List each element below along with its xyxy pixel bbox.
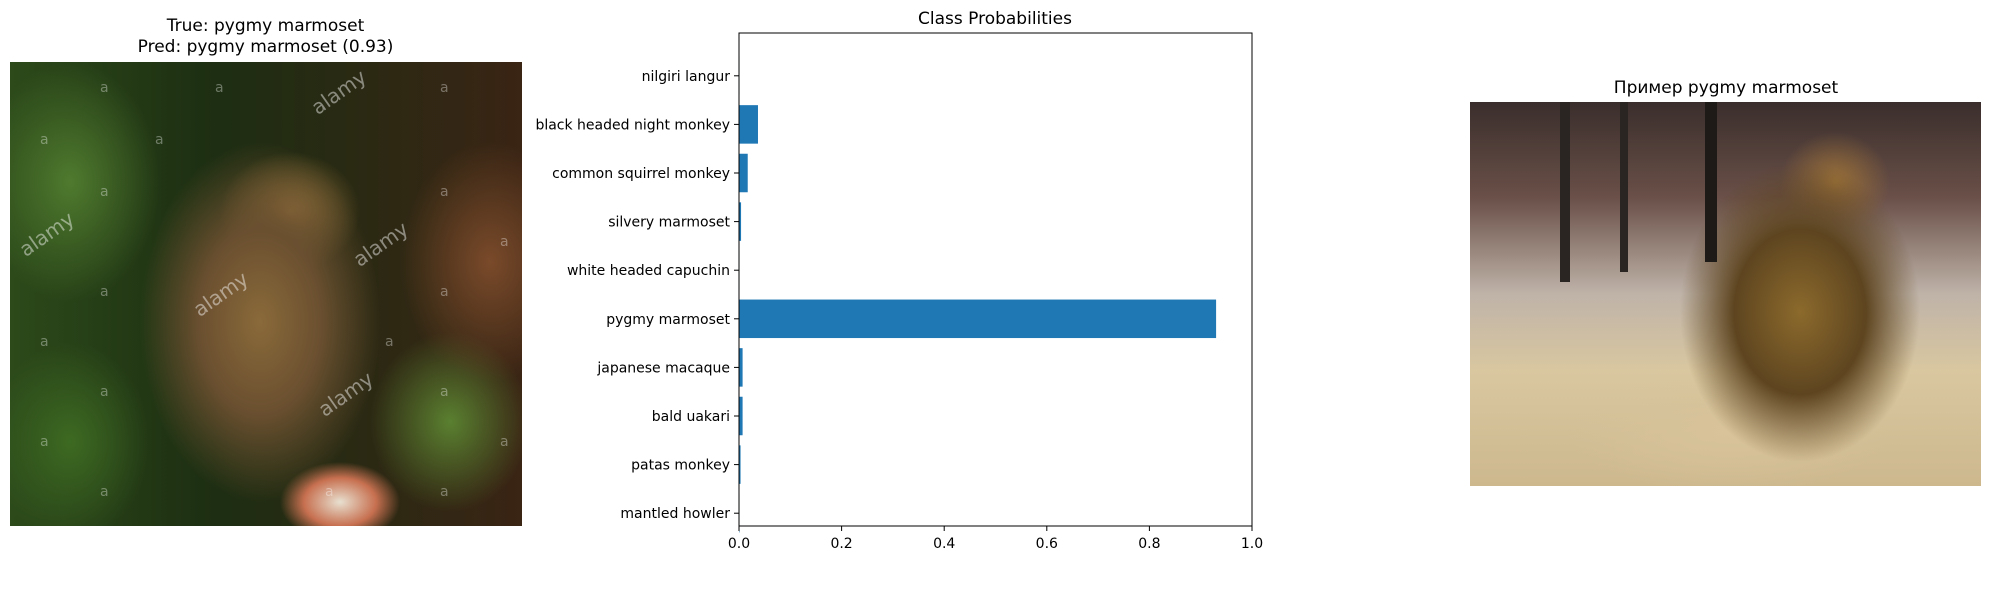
- watermark-a: a: [100, 484, 109, 500]
- bar: [739, 105, 758, 144]
- x-tick-label: 1.0: [1241, 536, 1263, 552]
- bar: [739, 299, 1217, 339]
- y-tick-label: mantled howler: [620, 506, 730, 522]
- watermark-a: a: [440, 484, 449, 500]
- watermark-a: a: [155, 132, 164, 148]
- chart-title: Class Probabilities: [918, 9, 1072, 29]
- bar: [739, 445, 741, 484]
- watermark-a: a: [100, 80, 109, 96]
- y-tick-label: nilgiri langur: [642, 69, 731, 85]
- watermark-a: a: [40, 334, 49, 350]
- watermark-a: a: [440, 384, 449, 400]
- cage-bar: [1620, 102, 1628, 272]
- watermark-a: a: [100, 284, 109, 300]
- bar: [739, 396, 743, 436]
- watermark-a: a: [325, 484, 334, 500]
- x-tick-label: 0.0: [728, 536, 750, 552]
- x-tick-label: 0.2: [830, 536, 852, 552]
- y-tick-label: white headed capuchin: [567, 263, 730, 279]
- y-tick-label: common squirrel monkey: [552, 166, 730, 182]
- cage-bar: [1560, 102, 1570, 282]
- left-panel-title-line1: True: pygmy marmoset: [166, 16, 365, 36]
- watermark-a: a: [100, 184, 109, 200]
- y-tick-label: pygmy marmoset: [606, 312, 730, 328]
- watermark-a: a: [40, 132, 49, 148]
- cage-bar: [1705, 102, 1717, 262]
- y-tick-label: black headed night monkey: [535, 117, 730, 133]
- watermark-a: a: [215, 80, 224, 96]
- x-tick-label: 0.6: [1036, 536, 1058, 552]
- watermark-a: a: [440, 184, 449, 200]
- watermark-a: a: [100, 384, 109, 400]
- watermark-a: a: [500, 234, 509, 250]
- marmoset-photo: a a a a a a a a a a a a a a a a a a a al…: [10, 62, 522, 526]
- y-tick-label: silvery marmoset: [608, 215, 730, 231]
- bar: [739, 202, 742, 241]
- bar: [739, 153, 748, 193]
- watermark-a: a: [385, 334, 394, 350]
- example-marmoset-photo: [1470, 102, 1981, 486]
- x-tick-label: 0.4: [933, 536, 955, 552]
- bar: [739, 348, 743, 387]
- left-panel-title-line2: Pred: pygmy marmoset (0.93): [137, 37, 394, 57]
- plot-frame: [738, 32, 1253, 527]
- y-tick-label: patas monkey: [631, 458, 730, 474]
- x-tick-label: 0.8: [1138, 536, 1160, 552]
- watermark-a: a: [440, 80, 449, 96]
- right-panel-title: Пример pygmy marmoset: [1613, 78, 1839, 98]
- y-tick-label: japanese macaque: [596, 360, 730, 376]
- watermark-a: a: [40, 434, 49, 450]
- watermark-a: a: [500, 434, 509, 450]
- watermark-a: a: [440, 284, 449, 300]
- y-tick-label: bald uakari: [652, 409, 730, 425]
